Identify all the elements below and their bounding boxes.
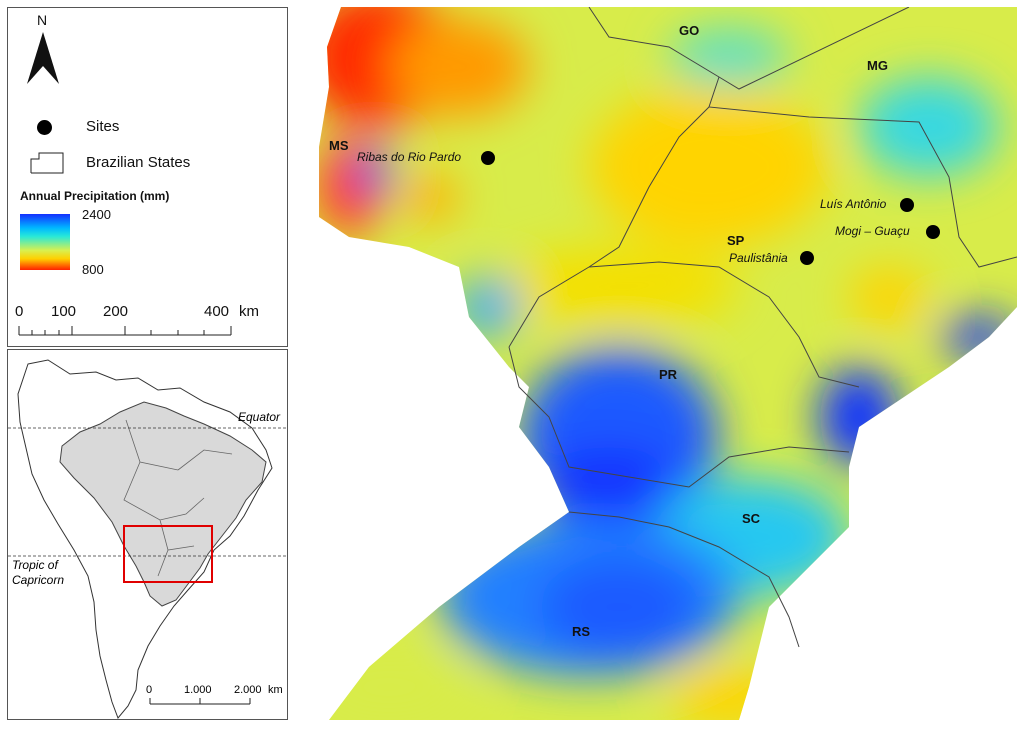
scale-tick-0: 0 (15, 303, 24, 320)
tropic-label-2: Capricorn (12, 573, 65, 587)
legend-sites-label: Sites (86, 118, 120, 135)
state-label-rs: RS (572, 624, 591, 639)
state-label-mg: MG (867, 58, 888, 73)
north-arrow-icon (27, 32, 59, 84)
precipitation-surface (319, 7, 1017, 720)
tropic-label-1: Tropic of (12, 558, 58, 572)
scale-bar (18, 326, 232, 336)
south-america-inset-map (8, 359, 287, 719)
site-label-paulistania: Paulistânia (729, 251, 788, 265)
state-label-ms: MS (329, 138, 349, 153)
inset-scale-tick-1000: 1.000 (184, 684, 212, 696)
state-label-pr: PR (659, 367, 678, 382)
precip-color-ramp (20, 214, 70, 270)
precip-min-label: 800 (82, 262, 104, 277)
state-outline-icon (30, 152, 64, 174)
north-label: N (37, 12, 48, 28)
site-label-mogi-guacu: Mogi – Guaçu (835, 224, 910, 238)
scale-tick-400: 400 (204, 303, 230, 320)
site-label-ribas: Ribas do Rio Pardo (357, 150, 462, 164)
equator-label: Equator (238, 410, 281, 424)
inset-scale-tick-0: 0 (146, 684, 153, 696)
state-label-sc: SC (742, 511, 761, 526)
precip-max-label: 2400 (82, 207, 111, 222)
site-marker-paulistania (800, 251, 814, 265)
site-symbol-icon (37, 120, 52, 135)
inset-scale-tick-2000: 2.000 (234, 684, 262, 696)
legend-panel: N Sites Brazilian States Annual Precipit… (7, 7, 288, 347)
scale-tick-100: 100 (51, 303, 77, 320)
scale-tick-200: 200 (103, 303, 129, 320)
site-label-luis-antonio: Luís Antônio (820, 197, 887, 211)
precip-title: Annual Precipitation (mm) (20, 189, 170, 203)
scale-unit: km (239, 303, 259, 320)
site-marker-ribas (481, 151, 495, 165)
precipitation-map: GO MG MS SP PR SC RS Ribas do Rio Pardo … (289, 7, 1017, 720)
inset-panel: Equator Tropic of Capricorn 0 1.000 2.00… (7, 349, 288, 720)
site-marker-mogi-guacu (926, 225, 940, 239)
inset-scale-unit: km (268, 684, 283, 696)
state-label-sp: SP (727, 233, 745, 248)
legend-states-label: Brazilian States (86, 154, 191, 171)
site-marker-luis-antonio (900, 198, 914, 212)
state-label-go: GO (679, 23, 700, 38)
